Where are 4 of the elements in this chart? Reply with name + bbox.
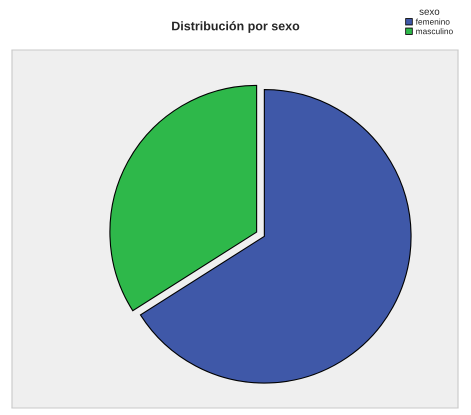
legend-label: masculino xyxy=(416,28,453,34)
chart-title: Distribución por sexo xyxy=(172,21,300,33)
legend-title: sexo xyxy=(419,10,440,15)
legend-label: femenino xyxy=(416,18,450,25)
